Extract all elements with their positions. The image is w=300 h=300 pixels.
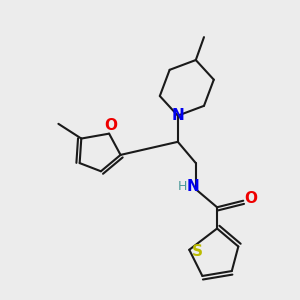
Text: O: O <box>104 118 117 133</box>
Text: O: O <box>244 191 257 206</box>
Text: S: S <box>192 244 203 259</box>
Text: N: N <box>187 179 200 194</box>
Text: N: N <box>171 108 184 123</box>
Text: H: H <box>177 180 187 193</box>
